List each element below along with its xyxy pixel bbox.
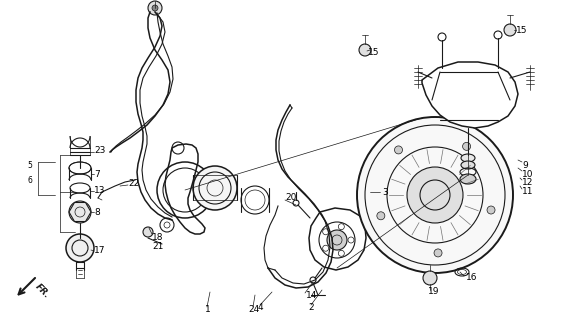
Text: 13: 13 [94, 186, 106, 195]
Text: 19: 19 [428, 287, 440, 297]
Circle shape [148, 1, 162, 15]
Circle shape [463, 142, 470, 150]
Polygon shape [165, 144, 205, 234]
Circle shape [66, 234, 94, 262]
Text: 24: 24 [248, 306, 259, 315]
Circle shape [359, 44, 371, 56]
Text: 6: 6 [28, 175, 32, 185]
Text: 16: 16 [466, 274, 477, 283]
Text: 9: 9 [522, 161, 528, 170]
Text: 12: 12 [522, 178, 534, 187]
Ellipse shape [461, 161, 475, 169]
Polygon shape [69, 203, 91, 221]
Text: 15: 15 [368, 47, 379, 57]
Circle shape [327, 230, 347, 250]
Circle shape [407, 167, 463, 223]
Text: 18: 18 [152, 233, 164, 242]
Circle shape [504, 24, 516, 36]
Text: 15: 15 [516, 26, 527, 35]
Circle shape [394, 146, 403, 154]
Circle shape [69, 201, 91, 223]
Circle shape [377, 212, 385, 220]
Text: 20: 20 [285, 193, 296, 202]
Text: 2: 2 [308, 303, 314, 313]
Polygon shape [422, 62, 518, 128]
Text: 1: 1 [205, 306, 211, 315]
Text: 3: 3 [382, 188, 388, 196]
Circle shape [143, 227, 153, 237]
Text: 22: 22 [128, 179, 139, 188]
Text: 4: 4 [258, 303, 264, 313]
Text: 17: 17 [94, 245, 106, 254]
Ellipse shape [460, 174, 476, 184]
Text: 5: 5 [28, 161, 32, 170]
Text: 8: 8 [94, 207, 100, 217]
Circle shape [423, 271, 437, 285]
Circle shape [152, 5, 158, 11]
Text: 10: 10 [522, 170, 534, 179]
Text: 7: 7 [94, 170, 100, 179]
Circle shape [434, 249, 442, 257]
Circle shape [357, 117, 513, 273]
Ellipse shape [461, 154, 475, 162]
Text: 21: 21 [152, 242, 164, 251]
Polygon shape [309, 208, 366, 270]
Circle shape [487, 206, 495, 214]
Text: 14: 14 [306, 292, 317, 300]
Circle shape [193, 166, 237, 210]
Text: 23: 23 [94, 146, 106, 155]
Text: FR.: FR. [33, 282, 51, 300]
Text: 11: 11 [522, 187, 534, 196]
